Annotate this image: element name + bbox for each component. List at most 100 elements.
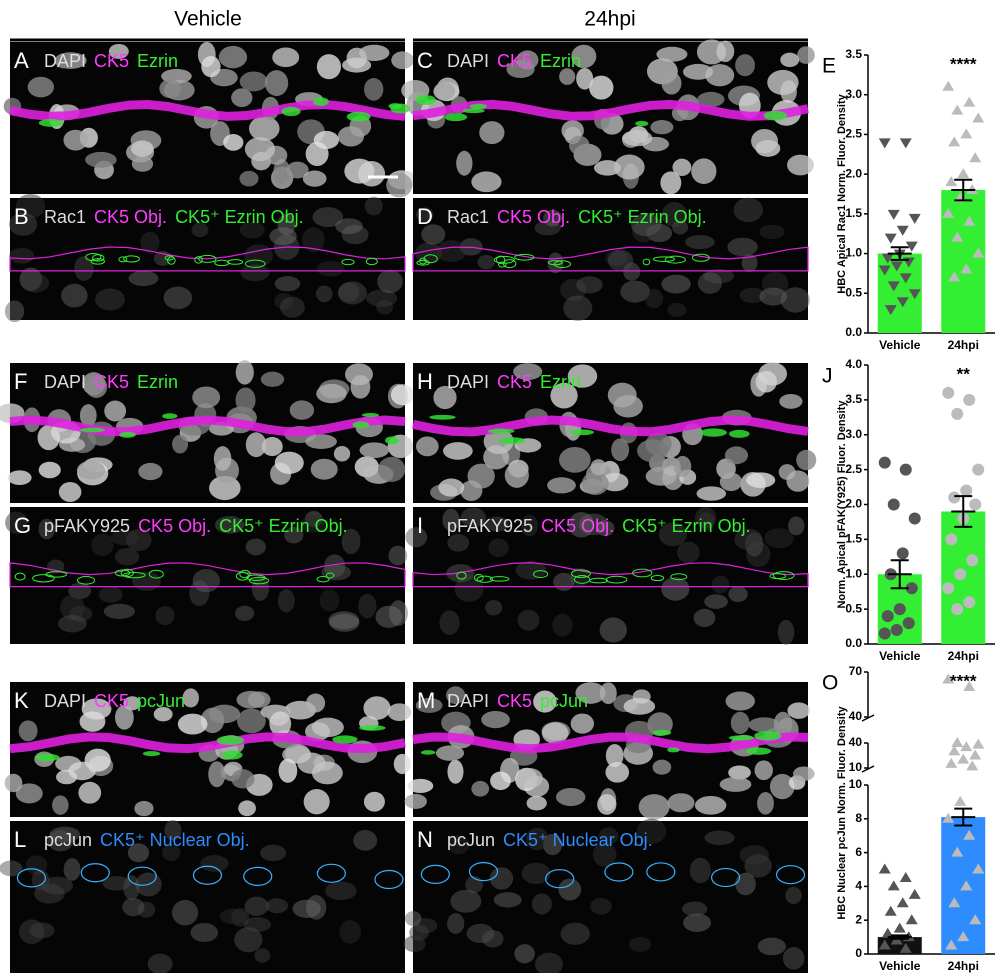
data-point — [942, 386, 955, 399]
nucleus — [300, 515, 327, 533]
nucleus — [407, 778, 434, 793]
ck5-object-outline — [9, 246, 406, 272]
nucleus — [590, 459, 607, 476]
green-stain — [119, 431, 136, 438]
nucleus — [22, 273, 50, 293]
nucleus — [620, 280, 650, 303]
nucleus — [447, 534, 470, 552]
nucleus — [755, 370, 777, 393]
nuclear-object-outline — [316, 863, 346, 883]
nucleus — [328, 611, 360, 630]
chart: 0 2 4 6 8 10 10 40 40 70 HBC Nuclear pcJun Norm. F… — [822, 664, 995, 973]
nucleus — [673, 455, 692, 477]
nucleus — [696, 486, 727, 501]
green-stain — [444, 113, 468, 122]
significance: ** — [957, 364, 971, 383]
data-point — [878, 627, 891, 640]
nucleus — [108, 43, 129, 59]
nucleus — [694, 507, 717, 529]
channel-label: CK5 — [94, 691, 129, 711]
nucleus — [517, 609, 540, 631]
data-point — [963, 681, 976, 691]
data-point — [945, 533, 958, 546]
nucleus — [114, 547, 140, 566]
nucleus — [661, 274, 691, 294]
nucleus — [421, 224, 446, 245]
channel-label: CK5 Obj. — [497, 207, 570, 227]
nucleus — [682, 63, 714, 80]
nucleus — [797, 46, 815, 64]
nucleus — [785, 886, 802, 904]
data-point — [948, 745, 961, 756]
ezrin-object-outline — [502, 259, 517, 269]
nucleus — [132, 571, 162, 591]
nucleus — [788, 516, 805, 536]
panel-letter: D — [417, 204, 433, 229]
nucleus — [691, 158, 717, 184]
green-stain — [728, 429, 750, 438]
nucleus — [667, 793, 695, 813]
data-point — [878, 939, 891, 950]
green-stain — [420, 750, 436, 755]
data-point — [966, 760, 979, 771]
nucleus — [273, 159, 291, 184]
channel-label: Ezrin — [540, 372, 581, 392]
nucleus — [403, 935, 426, 953]
data-point — [908, 888, 921, 899]
nucleus — [358, 593, 377, 619]
nucleus — [74, 256, 94, 281]
nucleus — [716, 40, 735, 63]
column-header: Vehicle — [174, 8, 242, 31]
nucleus — [605, 744, 624, 768]
nucleus — [567, 364, 598, 388]
nucleus — [387, 703, 412, 722]
panel-letter: B — [14, 204, 29, 229]
nucleus — [533, 690, 557, 713]
nucleus — [359, 442, 390, 459]
nucleus — [525, 827, 549, 851]
nucleus — [733, 197, 764, 223]
nucleus — [446, 564, 475, 583]
nucleus — [739, 845, 770, 865]
nucleus — [91, 533, 114, 556]
x-tick-label: Vehicle — [879, 959, 921, 973]
nucleus — [656, 46, 688, 62]
nucleus — [218, 45, 248, 69]
data-point — [890, 624, 903, 637]
nucleus — [661, 71, 682, 95]
channel-label: pcJun — [137, 691, 185, 711]
nucleus — [661, 201, 687, 228]
channel-label: DAPI — [447, 372, 489, 392]
data-point — [905, 914, 918, 925]
nucleus — [485, 600, 503, 616]
nucleus — [363, 696, 391, 720]
nucleus — [599, 617, 627, 643]
nucleus — [570, 713, 595, 734]
channel-label: pcJun — [540, 691, 588, 711]
data-point — [960, 741, 973, 752]
nucleus — [5, 511, 28, 534]
channel-label: CK5⁺ Nuclear Obj. — [100, 830, 250, 850]
nucleus — [219, 908, 248, 925]
nucleus — [234, 605, 255, 621]
ck5-object-outline — [9, 562, 406, 588]
nucleus — [764, 528, 794, 549]
nucleus — [447, 835, 470, 855]
ezrin-object-outline — [642, 258, 651, 266]
nucleus — [364, 196, 383, 216]
data-point — [960, 484, 973, 497]
data-point — [951, 231, 964, 242]
channel-label: pcJun — [447, 830, 495, 850]
nucleus — [305, 434, 337, 449]
nucleus — [560, 922, 590, 945]
nucleus — [163, 286, 193, 310]
nucleus — [489, 867, 514, 890]
channel-label: Ezrin — [137, 372, 178, 392]
data-point — [948, 491, 961, 504]
nucleus — [123, 875, 140, 901]
nucleus — [576, 67, 594, 90]
ck5-stain — [9, 732, 406, 754]
nucleus — [239, 170, 259, 187]
